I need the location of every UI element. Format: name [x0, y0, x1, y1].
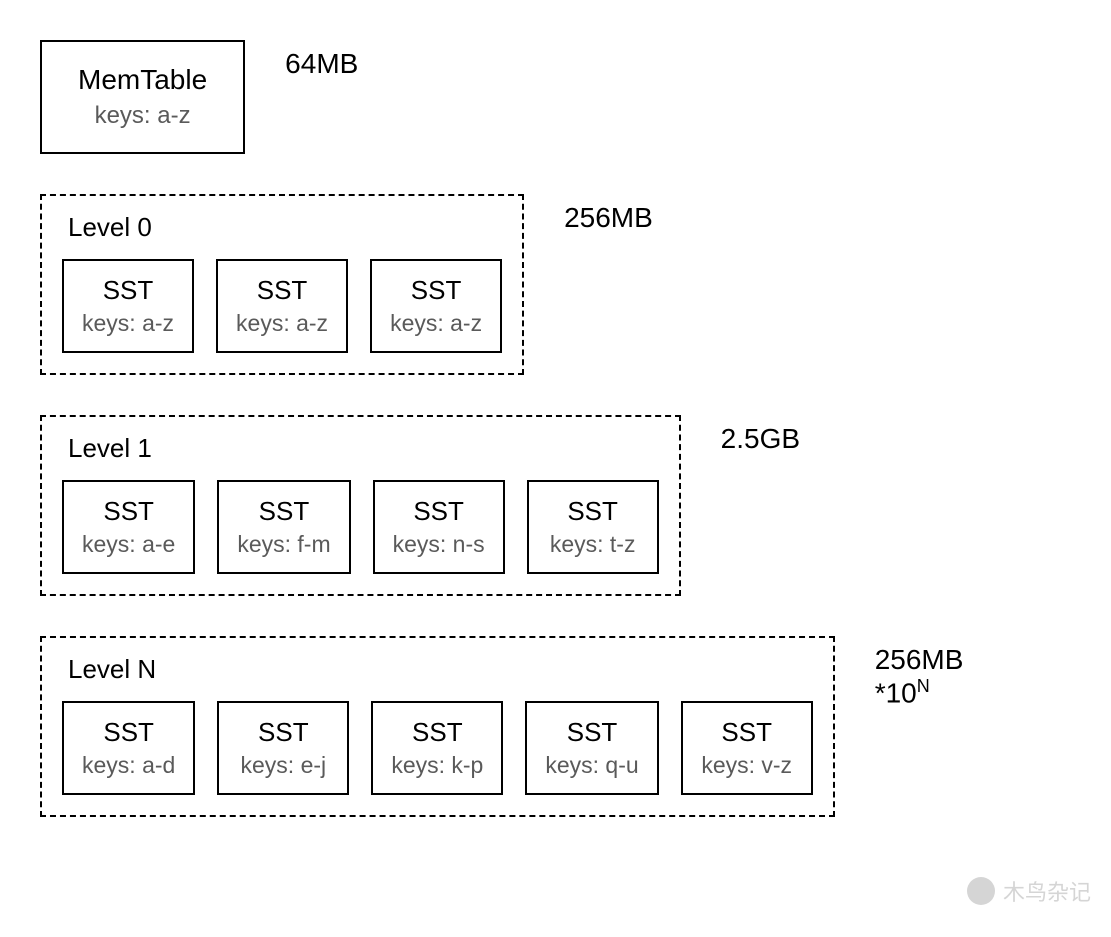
- sst-keys: keys: f-m: [237, 531, 330, 558]
- sst-title: SST: [237, 717, 329, 748]
- sst-keys: keys: t-z: [547, 531, 639, 558]
- sst-title: SST: [391, 717, 483, 748]
- memtable-row: MemTable keys: a-z 64MB: [40, 40, 1071, 154]
- sst-title: SST: [701, 717, 793, 748]
- sst-box: SST keys: v-z: [681, 701, 813, 795]
- sst-title: SST: [82, 275, 174, 306]
- memtable-keys: keys: a-z: [78, 102, 207, 130]
- sst-title: SST: [390, 275, 482, 306]
- level-0-title: Level 0: [68, 212, 502, 243]
- sst-title: SST: [236, 275, 328, 306]
- sst-box: SST keys: f-m: [217, 480, 350, 574]
- sst-keys: keys: q-u: [545, 752, 638, 779]
- level-n-size-mult: *10: [875, 677, 917, 708]
- level-1-row: Level 1 SST keys: a-e SST keys: f-m SST …: [40, 415, 1071, 596]
- sst-keys: keys: a-z: [82, 310, 174, 337]
- sst-keys: keys: n-s: [393, 531, 485, 558]
- sst-keys: keys: k-p: [391, 752, 483, 779]
- level-0-size-label: 256MB: [564, 194, 653, 234]
- sst-box: SST keys: a-d: [62, 701, 195, 795]
- sst-title: SST: [547, 496, 639, 527]
- sst-title: SST: [393, 496, 485, 527]
- sst-box: SST keys: n-s: [373, 480, 505, 574]
- level-n-title: Level N: [68, 654, 813, 685]
- sst-box: SST keys: a-z: [216, 259, 348, 353]
- level-n-size-exp: N: [917, 676, 930, 696]
- level-n-size-base: 256MB: [875, 644, 964, 675]
- level-1-size-label: 2.5GB: [721, 415, 800, 455]
- sst-box: SST keys: a-e: [62, 480, 195, 574]
- sst-title: SST: [82, 717, 175, 748]
- watermark-text: 木鸟杂记: [1003, 875, 1091, 907]
- sst-box: SST keys: t-z: [527, 480, 659, 574]
- watermark: 木鸟杂记: [967, 875, 1091, 907]
- memtable-title: MemTable: [78, 64, 207, 96]
- level-1-box: Level 1 SST keys: a-e SST keys: f-m SST …: [40, 415, 681, 596]
- level-n-size-label: 256MB *10N: [875, 636, 964, 709]
- sst-keys: keys: v-z: [701, 752, 793, 779]
- sst-keys: keys: a-d: [82, 752, 175, 779]
- level-0-sst-row: SST keys: a-z SST keys: a-z SST keys: a-…: [62, 259, 502, 353]
- sst-title: SST: [545, 717, 638, 748]
- level-n-box: Level N SST keys: a-d SST keys: e-j SST …: [40, 636, 835, 817]
- level-0-box: Level 0 SST keys: a-z SST keys: a-z SST …: [40, 194, 524, 375]
- memtable-box: MemTable keys: a-z: [40, 40, 245, 154]
- sst-box: SST keys: k-p: [371, 701, 503, 795]
- sst-box: SST keys: e-j: [217, 701, 349, 795]
- sst-keys: keys: e-j: [237, 752, 329, 779]
- watermark-icon: [967, 877, 995, 905]
- level-1-sst-row: SST keys: a-e SST keys: f-m SST keys: n-…: [62, 480, 659, 574]
- level-n-sst-row: SST keys: a-d SST keys: e-j SST keys: k-…: [62, 701, 813, 795]
- level-1-title: Level 1: [68, 433, 659, 464]
- sst-keys: keys: a-z: [236, 310, 328, 337]
- sst-title: SST: [82, 496, 175, 527]
- memtable-size-label: 64MB: [285, 40, 358, 80]
- sst-box: SST keys: q-u: [525, 701, 658, 795]
- level-n-row: Level N SST keys: a-d SST keys: e-j SST …: [40, 636, 1071, 817]
- sst-box: SST keys: a-z: [370, 259, 502, 353]
- sst-keys: keys: a-e: [82, 531, 175, 558]
- sst-title: SST: [237, 496, 330, 527]
- level-0-row: Level 0 SST keys: a-z SST keys: a-z SST …: [40, 194, 1071, 375]
- sst-keys: keys: a-z: [390, 310, 482, 337]
- sst-box: SST keys: a-z: [62, 259, 194, 353]
